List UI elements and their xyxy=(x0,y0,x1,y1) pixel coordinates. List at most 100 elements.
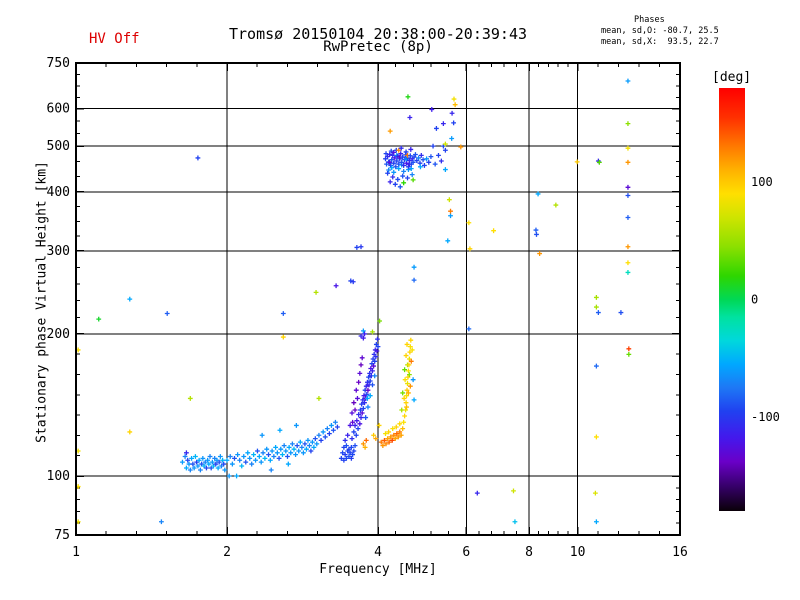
data-point xyxy=(389,165,395,171)
data-point xyxy=(355,426,361,432)
data-point xyxy=(358,362,364,368)
data-point xyxy=(314,441,320,447)
data-point xyxy=(407,383,413,389)
y-tick-label: 500 xyxy=(47,139,70,154)
data-point xyxy=(313,289,319,295)
data-point xyxy=(391,432,397,438)
data-point xyxy=(387,159,393,165)
data-point xyxy=(362,400,367,406)
data-point xyxy=(288,450,294,456)
data-point xyxy=(364,391,370,397)
data-point xyxy=(403,407,408,413)
data-point xyxy=(411,277,417,283)
data-point xyxy=(280,311,286,316)
data-point xyxy=(398,151,404,157)
data-point xyxy=(335,424,340,430)
data-point xyxy=(294,443,300,449)
data-point xyxy=(344,455,349,461)
data-point xyxy=(159,519,164,525)
phases-mean-sd-o: mean, sd,O: -80.7, 25.5 xyxy=(601,26,719,36)
data-point xyxy=(407,115,413,120)
data-point xyxy=(357,370,363,376)
data-point xyxy=(404,387,410,393)
data-point xyxy=(491,228,496,234)
data-point xyxy=(206,461,212,467)
data-point xyxy=(428,154,434,160)
data-point xyxy=(199,461,205,467)
y-tick-label: 300 xyxy=(47,244,70,259)
data-point xyxy=(184,465,189,471)
data-point xyxy=(370,368,375,374)
colorbar-tick-label: 100 xyxy=(751,175,773,189)
data-point xyxy=(258,459,264,465)
data-point xyxy=(356,379,362,385)
data-point xyxy=(426,159,432,165)
data-point xyxy=(366,374,371,380)
data-point xyxy=(380,443,386,449)
data-point xyxy=(387,179,393,185)
data-point xyxy=(286,444,292,450)
data-point xyxy=(190,461,196,467)
data-point xyxy=(346,454,352,459)
data-point xyxy=(347,423,353,428)
data-point xyxy=(402,377,408,383)
data-point xyxy=(278,446,284,452)
data-point xyxy=(341,457,347,463)
data-point xyxy=(406,158,412,163)
data-point xyxy=(625,244,631,250)
data-point xyxy=(467,246,473,252)
data-point xyxy=(416,155,422,161)
data-point xyxy=(360,397,366,403)
data-point xyxy=(373,436,379,442)
data-point xyxy=(304,446,309,452)
data-point xyxy=(401,419,407,425)
data-point xyxy=(326,431,332,436)
data-point xyxy=(227,454,233,459)
data-point xyxy=(406,164,411,170)
data-point xyxy=(204,465,209,471)
data-point xyxy=(224,457,230,463)
data-point xyxy=(234,473,239,479)
data-point xyxy=(625,260,631,266)
data-point xyxy=(400,173,406,179)
data-point xyxy=(293,423,299,428)
y-tick-label: 600 xyxy=(47,102,70,117)
data-point xyxy=(243,459,249,465)
data-point xyxy=(274,450,280,456)
data-point xyxy=(387,128,393,134)
data-point xyxy=(396,161,402,167)
data-point xyxy=(358,415,364,420)
data-point xyxy=(398,432,404,438)
data-point xyxy=(346,446,352,452)
data-point xyxy=(239,463,245,469)
data-point xyxy=(255,448,260,454)
y-tick-label: 100 xyxy=(47,469,70,484)
data-point xyxy=(349,410,355,416)
data-point xyxy=(297,439,303,445)
data-point xyxy=(434,126,439,131)
data-point xyxy=(196,457,202,463)
data-point xyxy=(193,454,198,459)
data-point xyxy=(291,446,297,452)
data-point xyxy=(396,147,402,153)
data-point xyxy=(378,439,384,445)
data-point xyxy=(331,427,336,433)
data-point xyxy=(432,161,438,167)
data-point xyxy=(251,452,257,458)
data-point xyxy=(359,355,365,361)
data-point xyxy=(553,202,559,208)
data-point xyxy=(182,454,188,459)
data-point xyxy=(438,158,444,164)
data-point xyxy=(401,163,407,168)
data-point xyxy=(448,208,453,214)
data-point xyxy=(318,437,324,443)
data-point xyxy=(364,379,370,385)
data-point xyxy=(618,310,624,315)
data-point xyxy=(362,444,368,450)
data-point xyxy=(442,147,448,153)
data-point xyxy=(535,191,541,197)
data-point xyxy=(375,336,380,342)
data-point xyxy=(625,145,631,151)
data-point xyxy=(401,168,407,174)
